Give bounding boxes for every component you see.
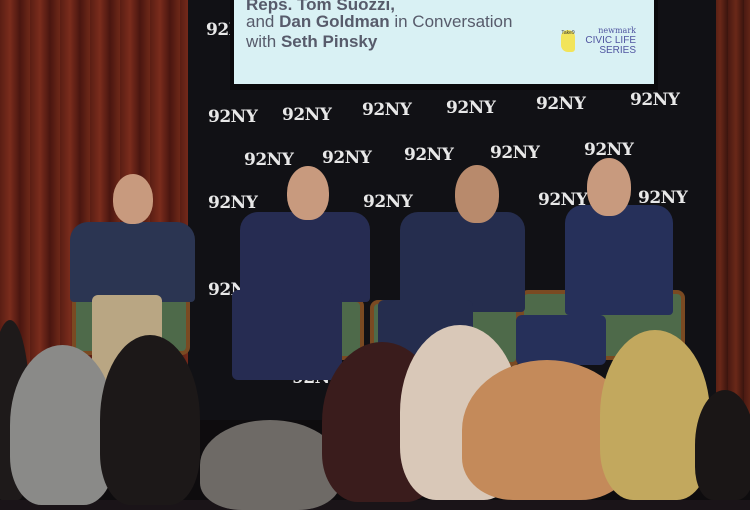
backdrop-logo: 92NY bbox=[362, 100, 412, 120]
backdrop-logo: 92NY bbox=[538, 190, 588, 210]
backdrop-logo: 92NY bbox=[282, 105, 332, 125]
screen-title-line-1: Reps. Tom Suozzi, bbox=[246, 0, 395, 14]
screen-title-line-2: and Dan Goldman in Conversation bbox=[246, 12, 513, 31]
backdrop-logo: 92NY bbox=[584, 140, 634, 160]
civic-life-series-logo: newmark CIVIC LIFE SERIES bbox=[585, 26, 636, 56]
backdrop-logo: 92NY bbox=[322, 148, 372, 168]
audience-member bbox=[695, 390, 750, 500]
backdrop-logo: 92NY bbox=[363, 192, 413, 212]
backdrop-logo: 92NY bbox=[446, 98, 496, 118]
presentation-screen: Reps. Tom Suozzi, and Dan Goldman in Con… bbox=[230, 0, 658, 90]
backdrop-logo: 92NY bbox=[208, 193, 258, 213]
backdrop-logo: 92NY bbox=[630, 90, 680, 110]
backdrop-logo: 92NY bbox=[638, 188, 688, 208]
audience-member bbox=[100, 335, 200, 505]
backdrop-logo: 92NY bbox=[404, 145, 454, 165]
audience-member bbox=[200, 420, 340, 510]
screen-title-line-3: with Seth Pinsky bbox=[246, 32, 378, 51]
audience-member bbox=[600, 330, 710, 500]
take9-logo: Take9 bbox=[561, 30, 575, 52]
backdrop-logo: 92NY bbox=[244, 150, 294, 170]
audience-member bbox=[10, 345, 115, 505]
backdrop-logo: 92NY bbox=[208, 107, 258, 127]
backdrop-logo: 92NY bbox=[536, 94, 586, 114]
backdrop-logo: 92NY bbox=[490, 143, 540, 163]
stage-curtain-right bbox=[712, 0, 750, 420]
